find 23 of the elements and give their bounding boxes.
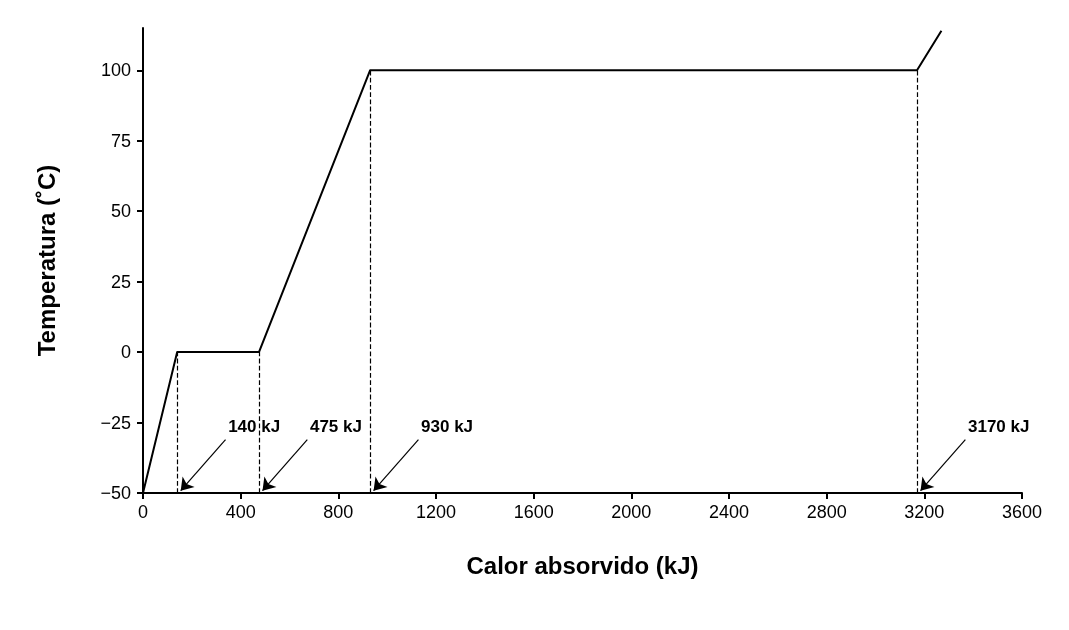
x-tick-label: 2800: [806, 502, 847, 522]
y-tick-label: 25: [110, 271, 131, 292]
x-tick-label: 0: [137, 502, 149, 522]
y-tick-label: 0: [120, 342, 131, 363]
y-tick-label: 50: [110, 201, 131, 222]
x-tick-label: 800: [323, 502, 354, 522]
y-tick-label: 100: [100, 60, 131, 81]
ref-line-label: 475 kJ: [309, 416, 362, 436]
ref-line-label: 3170 kJ: [967, 416, 1030, 436]
y-tick-label: −25: [100, 412, 131, 433]
y-tick-label: 75: [110, 130, 131, 151]
x-tick-label: 3200: [904, 502, 945, 522]
x-tick-label: 400: [225, 502, 256, 522]
ref-line-label: 930 kJ: [421, 416, 474, 436]
y-tick-label: −50: [100, 483, 131, 503]
x-tick-label: 1200: [415, 502, 457, 522]
x-tick-label: 3600: [1001, 502, 1043, 522]
x-axis-title: Calor absorvido (kJ): [466, 551, 699, 579]
y-axis-title: Temperatura (˚C): [32, 164, 60, 357]
ref-line-label: 140 kJ: [228, 416, 281, 436]
x-tick-label: 1600: [513, 502, 554, 522]
x-tick-label: 2000: [611, 502, 652, 522]
x-tick-label: 2400: [708, 502, 750, 522]
